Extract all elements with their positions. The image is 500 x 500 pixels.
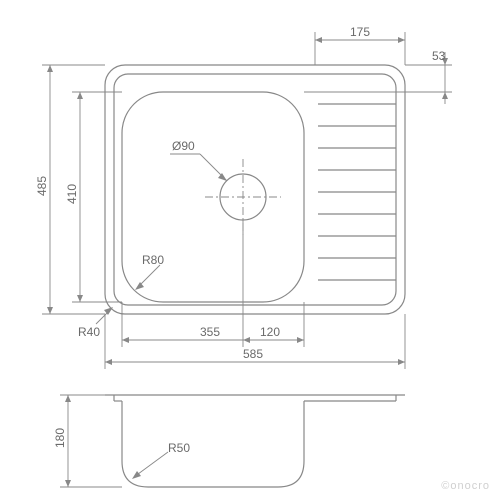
outer-outline	[105, 65, 405, 314]
svg-text:585: 585	[243, 347, 263, 361]
svg-text:410: 410	[65, 184, 79, 204]
dim-585: 585	[105, 314, 405, 369]
top-view: 175 53 485 410	[35, 25, 452, 369]
dim-180: 180	[53, 395, 122, 487]
dim-r40: R40	[78, 307, 113, 339]
svg-text:R50: R50	[168, 441, 190, 455]
side-view: R50 180	[53, 395, 405, 487]
technical-drawing: 175 53 485 410	[0, 0, 500, 500]
drainer-grooves	[318, 104, 396, 280]
dim-r50: R50	[132, 441, 190, 479]
svg-text:175: 175	[350, 25, 370, 39]
bowl-section	[122, 401, 304, 487]
dim-r80: R80	[135, 253, 164, 290]
svg-text:485: 485	[35, 176, 49, 196]
svg-text:53: 53	[432, 49, 446, 63]
svg-text:180: 180	[53, 428, 67, 448]
svg-text:120: 120	[260, 325, 280, 339]
dim-53: 53	[304, 49, 452, 104]
watermark-text: ©onосro	[441, 480, 490, 492]
svg-text:355: 355	[200, 325, 220, 339]
dim-175: 175	[315, 25, 405, 65]
svg-text:R80: R80	[142, 253, 164, 267]
svg-text:Ø90: Ø90	[172, 139, 195, 153]
dim-120: 120	[243, 220, 280, 347]
rim-inset	[114, 74, 396, 305]
svg-text:R40: R40	[78, 325, 100, 339]
dim-d90: Ø90	[170, 139, 227, 181]
